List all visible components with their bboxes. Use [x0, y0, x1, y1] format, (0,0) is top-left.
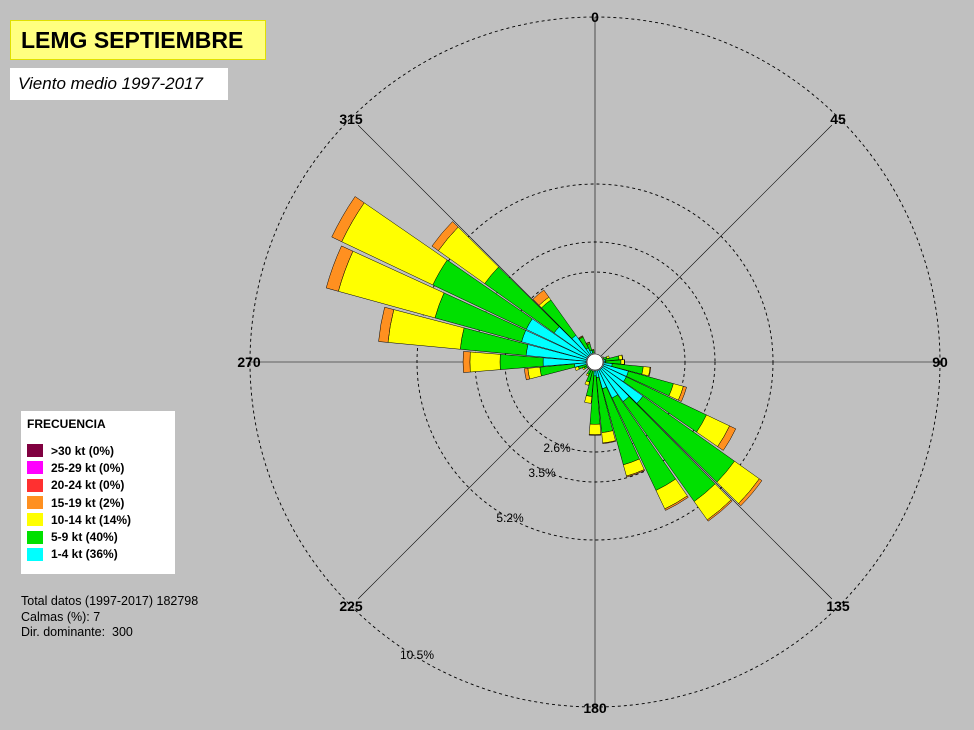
direction-label: 0 [591, 9, 599, 25]
petal-segment [717, 425, 737, 451]
petal-segment [626, 469, 646, 478]
stats-total: Total datos (1997-2017) 182798 [21, 594, 199, 608]
grid-ring [249, 16, 941, 708]
chart-subtitle-text: Viento medio 1997-2017 [18, 74, 203, 93]
petal-segment [325, 245, 354, 292]
legend-swatch [27, 461, 43, 475]
petal-segment [648, 366, 652, 377]
legend-label: 25-29 kt (0%) [51, 460, 125, 475]
stats-block: Total datos (1997-2017) 182798 Calmas (%… [21, 594, 198, 641]
petal-segment [620, 359, 625, 365]
stats-dominant-direction: Dir. dominante: 300 [21, 625, 133, 639]
chart-title-text: LEMG SEPTIEMBRE [21, 26, 244, 53]
petal-segment [584, 395, 593, 404]
petal-segment [532, 289, 550, 306]
chart-title: LEMG SEPTIEMBRE [10, 20, 266, 60]
legend-label: >30 kt (0%) [51, 443, 115, 458]
petal-segment [586, 341, 590, 345]
direction-label: 225 [339, 598, 363, 614]
polar-grid [249, 16, 941, 708]
stats-calmas: Calmas (%): 7 [21, 609, 101, 624]
direction-label: 270 [237, 354, 261, 370]
petal-segment [664, 495, 689, 511]
petal-segment [431, 221, 459, 252]
legend-swatch [27, 496, 43, 510]
legend-item: 15-19 kt (2%) [27, 494, 175, 511]
grid-ring [416, 183, 774, 541]
petal-segment [527, 366, 542, 380]
legend-label: 1-4 kt (36%) [51, 547, 118, 562]
ring-label: 5.2% [496, 511, 524, 525]
petal-segment [584, 380, 590, 386]
petal-segment [738, 478, 763, 507]
ring-label: 3.5% [528, 466, 556, 480]
petal-segment [469, 351, 501, 373]
petal-segment [588, 434, 602, 436]
petal-segment [591, 348, 595, 351]
legend-item: 5-9 kt (40%) [27, 528, 175, 545]
wind-petals [325, 196, 763, 522]
legend-label: 10-14 kt (14%) [51, 512, 132, 527]
legend: FRECUENCIA >30 kt (0%) 25-29 kt (0%) 20-… [21, 411, 175, 574]
legend-item: 10-14 kt (14%) [27, 511, 175, 528]
petal-segment [588, 423, 602, 435]
grid-ring [474, 241, 716, 483]
legend-label: 20-24 kt (0%) [51, 478, 125, 493]
ring-label: 10.5% [400, 648, 434, 662]
legend-swatch [27, 478, 43, 492]
chart-subtitle: Viento medio 1997-2017 [10, 68, 228, 100]
legend-label: 15-19 kt (2%) [51, 495, 125, 510]
legend-swatch [27, 547, 43, 561]
petal-segment [574, 366, 580, 371]
petal-segment [524, 368, 530, 381]
petal-segment [378, 306, 395, 343]
legend-item: 25-29 kt (0%) [27, 459, 175, 476]
direction-label: 315 [339, 111, 363, 127]
petal-segment [578, 335, 584, 339]
direction-label: 135 [826, 598, 850, 614]
legend-swatch [27, 530, 43, 544]
legend-item: 1-4 kt (36%) [27, 546, 175, 563]
legend-item: 20-24 kt (0%) [27, 477, 175, 494]
petal-segment [678, 386, 687, 402]
petal-segment [621, 354, 624, 360]
legend-item: >30 kt (0%) [27, 442, 175, 459]
petal-segment [331, 196, 365, 243]
petal-segment [602, 440, 616, 444]
direction-label: 180 [583, 700, 607, 716]
ring-label: 2.6% [543, 441, 571, 455]
petal-segment [462, 351, 471, 373]
direction-label: 90 [932, 354, 948, 370]
legend-swatch [27, 444, 43, 458]
axis-labels: 0 45 90 135 180 225 270 315 2.6% 3.5% 5.2% 10.5% [237, 9, 948, 716]
legend-title: FRECUENCIA [27, 417, 106, 431]
petal-segment [585, 373, 590, 377]
legend-label: 5-9 kt (40%) [51, 530, 118, 545]
calm-circle [586, 353, 604, 371]
legend-swatch [27, 513, 43, 527]
direction-label: 45 [830, 111, 846, 127]
petal-segment [706, 499, 733, 522]
